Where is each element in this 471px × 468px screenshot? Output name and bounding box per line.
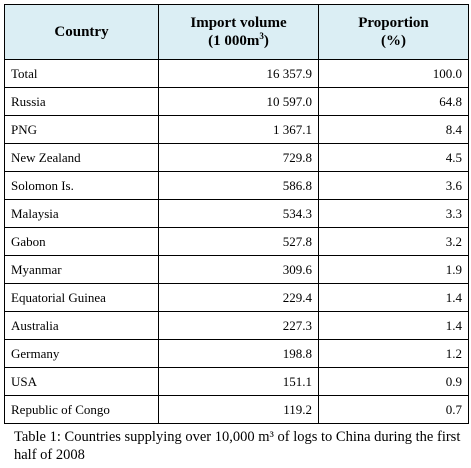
header-import-volume-line1: Import volume bbox=[190, 15, 287, 31]
country-cell: Solomon Is. bbox=[4, 171, 159, 200]
import-volume-cell: 229.4 bbox=[158, 283, 319, 312]
table-row: USA 151.1 0.9 bbox=[4, 367, 469, 396]
import-volume-cell: 151.1 bbox=[158, 367, 319, 396]
country-cell: Malaysia bbox=[4, 199, 159, 228]
header-proportion-unit: (%) bbox=[381, 33, 406, 49]
header-row: Country Import volume (1 000m3) Proporti… bbox=[4, 4, 469, 60]
log-imports-table-container: Country Import volume (1 000m3) Proporti… bbox=[4, 4, 469, 424]
country-cell: USA bbox=[4, 367, 159, 396]
header-import-volume-unit: (1 000m bbox=[208, 33, 260, 49]
table-caption: Table 1: Countries supplying over 10,000… bbox=[14, 429, 461, 463]
import-volume-cell: 198.8 bbox=[158, 339, 319, 368]
import-volume-cell: 527.8 bbox=[158, 227, 319, 256]
import-volume-cell: 729.8 bbox=[158, 143, 319, 172]
import-volume-cell: 10 597.0 bbox=[158, 87, 319, 116]
import-volume-cell: 309.6 bbox=[158, 255, 319, 284]
country-cell: Equatorial Guinea bbox=[4, 283, 159, 312]
import-volume-cell: 586.8 bbox=[158, 171, 319, 200]
header-import-volume-exponent: 3 bbox=[259, 31, 264, 41]
import-volume-cell: 16 357.9 bbox=[158, 59, 319, 88]
import-volume-cell: 119.2 bbox=[158, 395, 319, 424]
proportion-cell: 1.4 bbox=[318, 283, 469, 312]
table-row: Republic of Congo 119.2 0.7 bbox=[4, 395, 469, 424]
table-row: New Zealand 729.8 4.5 bbox=[4, 143, 469, 172]
proportion-cell: 3.2 bbox=[318, 227, 469, 256]
import-volume-cell: 534.3 bbox=[158, 199, 319, 228]
header-import-volume: Import volume (1 000m3) bbox=[158, 4, 319, 60]
proportion-cell: 0.7 bbox=[318, 395, 469, 424]
country-cell: PNG bbox=[4, 115, 159, 144]
import-volume-cell: 227.3 bbox=[158, 311, 319, 340]
header-proportion-line1: Proportion bbox=[358, 15, 429, 31]
country-cell: Germany bbox=[4, 339, 159, 368]
proportion-cell: 3.3 bbox=[318, 199, 469, 228]
header-country-label: Country bbox=[54, 24, 109, 40]
proportion-cell: 3.6 bbox=[318, 171, 469, 200]
country-cell: Republic of Congo bbox=[4, 395, 159, 424]
country-cell: Russia bbox=[4, 87, 159, 116]
proportion-cell: 8.4 bbox=[318, 115, 469, 144]
table-row: Russia 10 597.0 64.8 bbox=[4, 87, 469, 116]
table-row: Myanmar 309.6 1.9 bbox=[4, 255, 469, 284]
proportion-cell: 1.4 bbox=[318, 311, 469, 340]
header-proportion: Proportion (%) bbox=[318, 4, 469, 60]
table-row: Total 16 357.9 100.0 bbox=[4, 59, 469, 88]
table-row: PNG 1 367.1 8.4 bbox=[4, 115, 469, 144]
proportion-cell: 4.5 bbox=[318, 143, 469, 172]
import-volume-cell: 1 367.1 bbox=[158, 115, 319, 144]
table-row: Malaysia 534.3 3.3 bbox=[4, 199, 469, 228]
proportion-cell: 0.9 bbox=[318, 367, 469, 396]
log-imports-table: Country Import volume (1 000m3) Proporti… bbox=[4, 4, 469, 424]
table-row: Australia 227.3 1.4 bbox=[4, 311, 469, 340]
country-cell: Australia bbox=[4, 311, 159, 340]
country-cell: Total bbox=[4, 59, 159, 88]
proportion-cell: 1.9 bbox=[318, 255, 469, 284]
table-body: Total 16 357.9 100.0 Russia 10 597.0 64.8 PNG 1… bbox=[4, 59, 469, 424]
table-row: Gabon 527.8 3.2 bbox=[4, 227, 469, 256]
proportion-cell: 100.0 bbox=[318, 59, 469, 88]
table-header: Country Import volume (1 000m3) Proporti… bbox=[4, 4, 469, 60]
table-row: Germany 198.8 1.2 bbox=[4, 339, 469, 368]
table-row: Solomon Is. 586.8 3.6 bbox=[4, 171, 469, 200]
country-cell: New Zealand bbox=[4, 143, 159, 172]
table-row: Equatorial Guinea 229.4 1.4 bbox=[4, 283, 469, 312]
country-cell: Gabon bbox=[4, 227, 159, 256]
proportion-cell: 1.2 bbox=[318, 339, 469, 368]
header-country: Country bbox=[4, 4, 159, 60]
proportion-cell: 64.8 bbox=[318, 87, 469, 116]
header-import-volume-close: ) bbox=[263, 33, 269, 49]
country-cell: Myanmar bbox=[4, 255, 159, 284]
